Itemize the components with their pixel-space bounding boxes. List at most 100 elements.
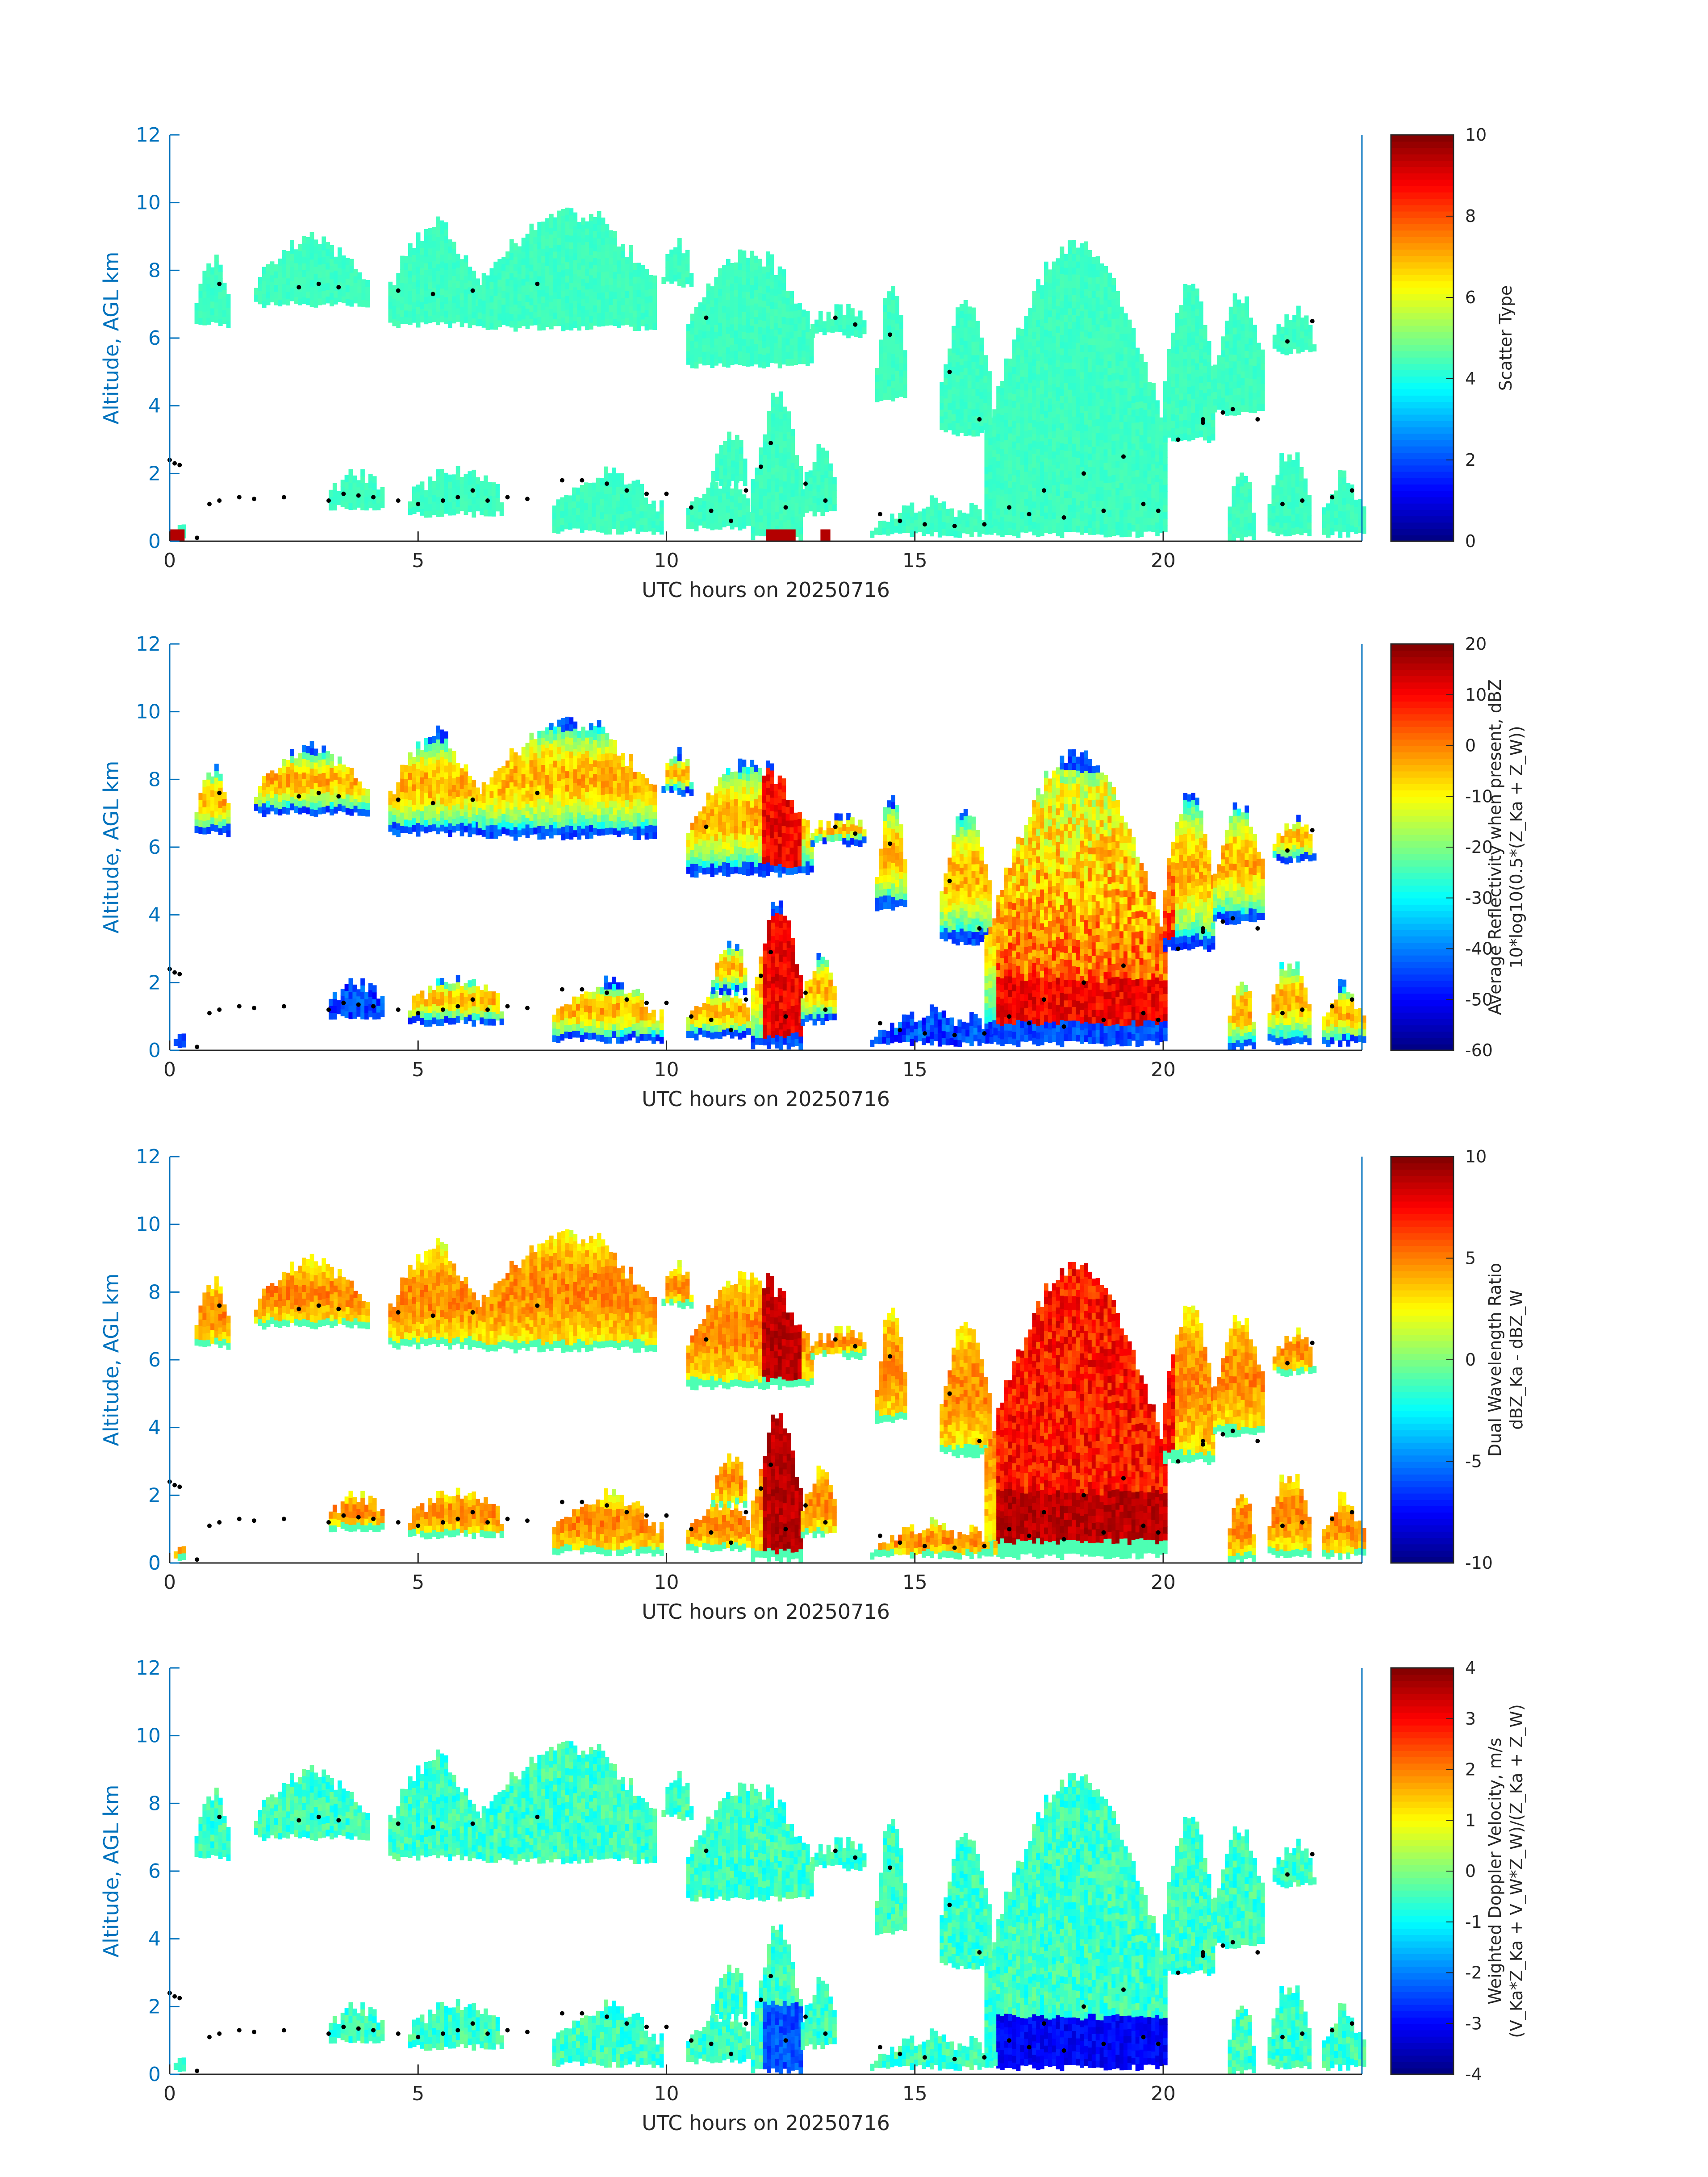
- cloud-cell: [456, 308, 460, 315]
- cloud-cell: [424, 250, 429, 257]
- cloud-cell: [400, 297, 405, 304]
- cloud-cell: [530, 244, 534, 251]
- cloud-cell: [361, 286, 366, 293]
- cloud-cell: [505, 272, 510, 279]
- cloud-cell: [310, 280, 314, 287]
- cloud-cell: [702, 358, 707, 365]
- cloud-cell: [468, 321, 472, 328]
- cloud-cell: [754, 269, 758, 276]
- cloud-cell: [734, 344, 739, 351]
- cloud-cell: [722, 319, 727, 326]
- cloud-cell: [338, 295, 342, 302]
- cloud-cell: [262, 301, 267, 308]
- cloud-cell: [290, 294, 294, 301]
- cloud-cell: [565, 282, 570, 289]
- cloud-cell: [585, 296, 589, 303]
- cloud-cell: [270, 288, 275, 296]
- cloud-cell: [314, 273, 318, 280]
- cloud-cell: [665, 275, 670, 282]
- cloud-cell: [314, 301, 318, 308]
- cloud-cell: [685, 270, 690, 277]
- cloud-cell: [472, 311, 476, 318]
- cloud-cell: [326, 269, 330, 276]
- cloud-cell: [518, 273, 522, 280]
- cloud-cell: [545, 320, 550, 327]
- cloud-cell: [553, 319, 558, 326]
- cloud-cell: [428, 309, 433, 316]
- cloud-cell: [645, 276, 649, 283]
- cloud-cell: [306, 244, 310, 251]
- cloud-cell: [581, 245, 585, 252]
- cloud-cell: [589, 255, 593, 262]
- cloud-cell: [428, 255, 433, 262]
- cloud-cell: [278, 272, 283, 280]
- cloud-cell: [573, 287, 577, 294]
- cloud-cell: [396, 273, 401, 280]
- cloud-cell: [738, 324, 743, 331]
- cloud-cell: [509, 300, 514, 307]
- cloud-cell: [493, 302, 498, 309]
- cloud-cell: [262, 287, 267, 294]
- cloud-cell: [522, 285, 526, 292]
- cloud-cell: [726, 306, 731, 313]
- cloud-cell: [440, 275, 444, 282]
- cloud-cell: [714, 352, 718, 359]
- cloud-cell: [597, 252, 601, 259]
- cloud-cell: [330, 259, 334, 266]
- cloud-cell: [392, 285, 397, 292]
- cloud-cell: [730, 310, 735, 318]
- cloud-cell: [444, 297, 448, 304]
- cloud-cell: [593, 319, 597, 326]
- cloud-cell: [432, 254, 436, 261]
- cloud-cell: [549, 248, 554, 255]
- cloud-cell: [577, 242, 581, 249]
- cloud-cell: [629, 313, 633, 320]
- cloud-cell: [522, 319, 526, 326]
- cloud-cell: [750, 339, 754, 346]
- cloud-cell: [514, 284, 518, 291]
- cloud-cell: [669, 256, 674, 263]
- cloud-cell: [330, 272, 334, 280]
- cloud-cell: [730, 297, 735, 304]
- cloud-cell: [681, 267, 686, 274]
- cloud-cell: [710, 341, 714, 348]
- cloud-cell: [621, 284, 625, 292]
- cloud-cell: [577, 263, 581, 270]
- cloud-cell: [464, 269, 468, 276]
- cloud-cell: [428, 228, 433, 235]
- cloud-cell: [609, 298, 614, 305]
- cloud-cell: [424, 310, 429, 318]
- cloud-cell: [605, 278, 610, 285]
- cloud-cell: [365, 301, 370, 308]
- cloud-cell: [541, 249, 546, 256]
- cloud-cell: [589, 322, 593, 330]
- cloud-cell: [290, 260, 294, 267]
- cloud-cell: [202, 298, 207, 305]
- cloud-cell: [452, 316, 456, 323]
- cloud-cell: [690, 361, 695, 368]
- cloud-cell: [710, 354, 714, 361]
- cloud-cell: [649, 275, 653, 282]
- cloud-cell: [573, 226, 577, 233]
- cloud-cell: [597, 299, 601, 306]
- cloud-cell: [420, 302, 425, 309]
- cloud-cell: [545, 245, 550, 252]
- cloud-cell: [482, 287, 486, 294]
- cloud-cell: [714, 338, 718, 345]
- cloud-cell: [617, 253, 621, 260]
- cloud-cell: [677, 279, 682, 286]
- cloud-cell: [354, 276, 358, 283]
- cloud-cell: [746, 258, 751, 265]
- cloud-cell: [318, 271, 322, 278]
- cloud-cell: [530, 251, 534, 258]
- cloud-cell: [746, 305, 751, 313]
- cloud-cell: [286, 278, 290, 285]
- cloud-cell: [573, 267, 577, 274]
- cloud-cell: [637, 324, 641, 331]
- cloud-cell: [726, 259, 731, 266]
- cloud-cell: [533, 271, 538, 278]
- cloud-cell: [486, 276, 490, 283]
- cloud-cell: [509, 280, 514, 287]
- cloud-cell: [294, 256, 298, 263]
- cloud-cell: [302, 250, 306, 257]
